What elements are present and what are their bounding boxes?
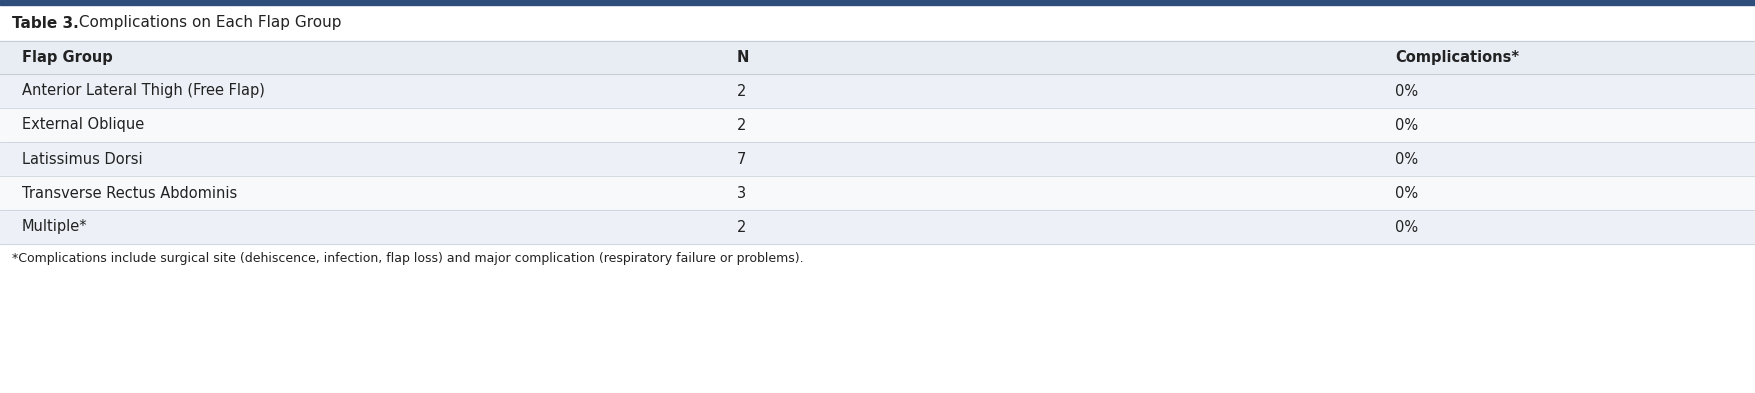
Text: 2: 2 xyxy=(737,118,746,132)
Text: 7: 7 xyxy=(737,151,746,167)
Text: Anterior Lateral Thigh (Free Flap): Anterior Lateral Thigh (Free Flap) xyxy=(23,83,265,99)
Text: 0%: 0% xyxy=(1395,83,1418,99)
Text: 2: 2 xyxy=(737,83,746,99)
Text: Complications*: Complications* xyxy=(1395,50,1518,65)
Text: Multiple*: Multiple* xyxy=(23,220,88,235)
Bar xyxy=(0,5,1755,41)
Text: Latissimus Dorsi: Latissimus Dorsi xyxy=(23,151,142,167)
Text: External Oblique: External Oblique xyxy=(23,118,144,132)
Text: 0%: 0% xyxy=(1395,118,1418,132)
Text: 2: 2 xyxy=(737,220,746,235)
Text: Flap Group: Flap Group xyxy=(23,50,112,65)
Text: Complications on Each Flap Group: Complications on Each Flap Group xyxy=(74,15,340,31)
Bar xyxy=(0,108,1755,142)
Text: *Complications include surgical site (dehiscence, infection, flap loss) and majo: *Complications include surgical site (de… xyxy=(12,252,804,265)
Text: 0%: 0% xyxy=(1395,185,1418,200)
Bar xyxy=(0,0,1755,5)
Text: 0%: 0% xyxy=(1395,220,1418,235)
Text: N: N xyxy=(737,50,749,65)
Bar xyxy=(0,142,1755,176)
Bar xyxy=(0,41,1755,74)
Bar xyxy=(0,74,1755,108)
Text: Table 3.: Table 3. xyxy=(12,15,79,31)
Bar xyxy=(0,210,1755,244)
Text: Transverse Rectus Abdominis: Transverse Rectus Abdominis xyxy=(23,185,237,200)
Text: 0%: 0% xyxy=(1395,151,1418,167)
Bar xyxy=(0,176,1755,210)
Text: 3: 3 xyxy=(737,185,746,200)
